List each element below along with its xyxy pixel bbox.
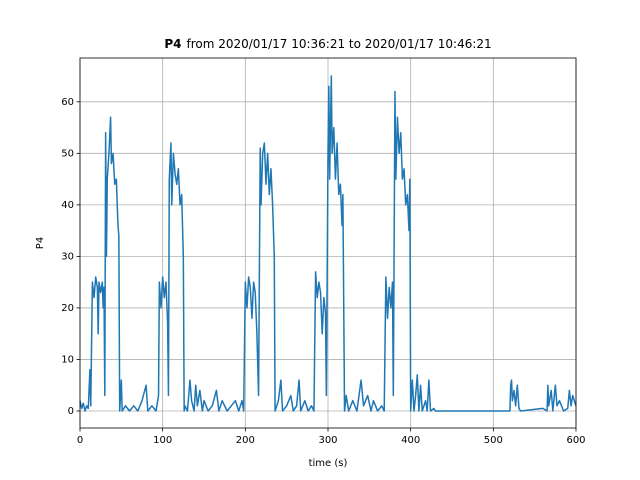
x-tick-label: 600: [566, 435, 585, 446]
y-axis-label: P4: [35, 237, 46, 249]
y-tick-label: 10: [61, 354, 74, 365]
x-tick-label: 500: [484, 435, 503, 446]
x-tick-label: 200: [236, 435, 255, 446]
data-line: [79, 75, 577, 412]
y-tick-label: 0: [68, 406, 74, 417]
y-tick-label: 60: [61, 97, 74, 108]
x-tick-label: 400: [401, 435, 420, 446]
x-axis-label: time (s): [309, 458, 348, 469]
title-bold: P4: [164, 37, 181, 51]
title-rest: from 2020/01/17 10:36:21 to 2020/01/17 1…: [186, 37, 491, 51]
x-tick-label: 100: [153, 435, 172, 446]
plot-frame: [79, 57, 577, 429]
y-tick-label: 30: [61, 251, 74, 262]
y-tick-label: 40: [61, 200, 74, 211]
y-tick-label: 20: [61, 303, 74, 314]
x-tick-label: 300: [318, 435, 337, 446]
y-tick-label: 50: [61, 148, 74, 159]
chart-title: P4 from 2020/01/17 10:36:21 to 2020/01/17…: [164, 37, 491, 51]
x-tick-label: 0: [77, 435, 83, 446]
